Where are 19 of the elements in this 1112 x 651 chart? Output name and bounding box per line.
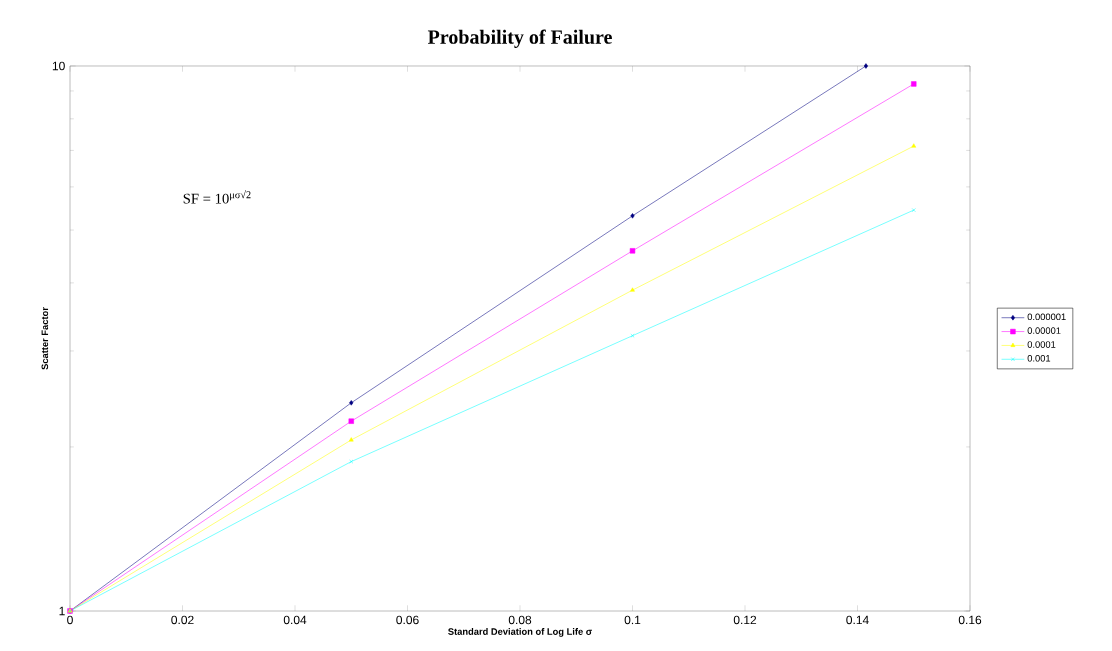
x-tick-label: 0.1 <box>624 615 641 625</box>
annotation: SF = 10$^{μσ√2}$ <box>183 190 251 204</box>
x-tick-label: 0.06 <box>396 615 419 625</box>
y-tick-label: 1 <box>59 606 65 616</box>
legend-label: 0.0001 <box>1027 341 1056 348</box>
legend-label: 0.001 <box>1027 355 1051 362</box>
legend-label: 0.00001 <box>1027 327 1061 334</box>
x-tick-label: 0.12 <box>733 615 757 625</box>
chart-title: Probability of Failure <box>427 29 612 48</box>
legend-label: 0.000001 <box>1027 313 1066 321</box>
x-tick-label: 0.04 <box>283 615 307 625</box>
y-axis-title: Scatter Factor <box>41 307 49 370</box>
y-tick-label: 10 <box>52 61 65 71</box>
x-tick-label: 0.02 <box>171 615 194 625</box>
x-tick-label: 0.08 <box>508 615 532 625</box>
x-tick-label: 0 <box>67 615 73 625</box>
x-tick-label: 0.16 <box>958 615 982 625</box>
x-tick-label: 0.14 <box>846 615 869 625</box>
x-axis-title: Standard Deviation of Log Life σ <box>448 628 592 637</box>
